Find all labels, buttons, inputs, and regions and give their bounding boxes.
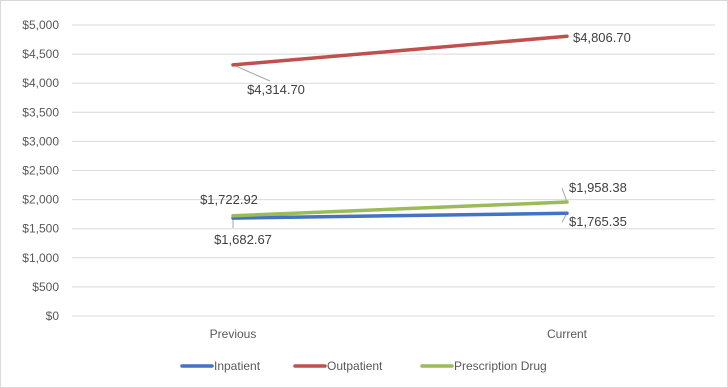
y-tick-label: $1,000 <box>22 251 59 265</box>
y-tick-label: $5,000 <box>22 18 59 32</box>
data-label: $4,314.70 <box>247 82 305 97</box>
leader-line <box>561 187 568 203</box>
data-label: $1,958.38 <box>569 180 627 195</box>
y-tick-label: $4,500 <box>22 47 59 61</box>
y-tick-label: $2,000 <box>22 193 59 207</box>
y-tick-label: $2,500 <box>22 164 59 178</box>
y-tick-label: $1,500 <box>22 222 59 236</box>
y-tick-label: $3,500 <box>22 105 59 119</box>
x-axis: Previous Current <box>210 327 588 341</box>
gridlines <box>72 24 715 317</box>
y-tick-label: $3,000 <box>22 134 59 148</box>
y-tick-label: $500 <box>32 280 59 294</box>
x-tick-label: Previous <box>210 327 257 341</box>
legend-label: Inpatient <box>214 359 261 373</box>
series-line-inpatient <box>231 211 569 220</box>
data-label: $1,682.67 <box>214 232 272 247</box>
data-labels: $1,682.67 $1,765.35 $4,314.70 $4,806.70 $1,7… <box>200 30 631 247</box>
data-label: $1,722.92 <box>200 192 258 207</box>
y-tick-label: $4,000 <box>22 76 59 90</box>
series-line-outpatient <box>231 34 569 67</box>
series-lines <box>231 34 569 220</box>
legend-label: Prescription Drug <box>454 359 547 373</box>
y-axis: $0 $500 $1,000 $1,500 $2,000 $2,500 $3,000 $3,5… <box>22 18 59 323</box>
legend-label: Outpatient <box>327 359 383 373</box>
data-label: $1,765.35 <box>569 214 627 229</box>
legend: Inpatient Outpatient Prescription Drug <box>180 359 547 373</box>
series-line-prescription-drug <box>231 200 569 218</box>
x-tick-label: Current <box>547 327 588 341</box>
data-label: $4,806.70 <box>573 30 631 45</box>
leader-line <box>232 64 271 82</box>
y-tick-label: $0 <box>46 309 60 323</box>
